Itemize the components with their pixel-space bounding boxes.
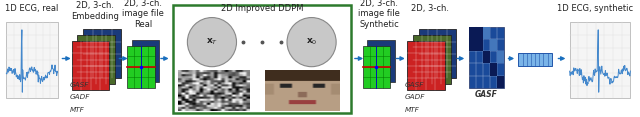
Text: 2D, 3-ch.
image file
Synthetic: 2D, 3-ch. image file Synthetic (358, 0, 400, 29)
Bar (132, 40, 159, 82)
Text: 2D, 3-ch.
Embedding: 2D, 3-ch. Embedding (71, 1, 118, 21)
Bar (497, 76, 504, 88)
Ellipse shape (188, 18, 237, 67)
Text: $\mathbf{x}_0$: $\mathbf{x}_0$ (306, 37, 317, 47)
Text: 2D Improved DDPM: 2D Improved DDPM (221, 4, 303, 13)
Bar (6, 22, 58, 98)
Bar (476, 39, 483, 51)
Bar (83, 29, 121, 78)
Bar (72, 41, 109, 90)
Text: GADF: GADF (405, 94, 426, 101)
Bar (468, 39, 476, 51)
Text: 2D, 3-ch.
image file
Real: 2D, 3-ch. image file Real (122, 0, 164, 29)
Text: GASF: GASF (405, 82, 424, 88)
Bar (419, 29, 456, 78)
Text: $\mathbf{x}_T$: $\mathbf{x}_T$ (206, 37, 218, 47)
Bar (570, 22, 630, 98)
Bar (490, 63, 497, 76)
Bar (173, 5, 351, 113)
Text: 2D, 3-ch.: 2D, 3-ch. (411, 4, 449, 13)
Bar (468, 27, 504, 88)
Text: GASF: GASF (70, 82, 89, 88)
Bar (468, 27, 476, 39)
Bar (490, 39, 497, 51)
Bar (77, 35, 115, 84)
Bar (413, 35, 451, 84)
Text: GASF: GASF (475, 90, 498, 99)
Text: MTF: MTF (405, 107, 420, 113)
Bar (407, 41, 445, 90)
Bar (367, 40, 394, 82)
Bar (363, 46, 390, 88)
Text: 1D ECG, synthetic: 1D ECG, synthetic (557, 4, 633, 13)
Text: GADF: GADF (70, 94, 90, 101)
Bar (127, 46, 155, 88)
Bar (476, 27, 483, 39)
Ellipse shape (287, 18, 336, 67)
Bar (518, 53, 552, 66)
Bar (483, 27, 490, 39)
Text: MTF: MTF (70, 107, 84, 113)
Bar (497, 51, 504, 63)
Bar (483, 51, 490, 63)
Text: 1D ECG, real: 1D ECG, real (5, 4, 59, 13)
